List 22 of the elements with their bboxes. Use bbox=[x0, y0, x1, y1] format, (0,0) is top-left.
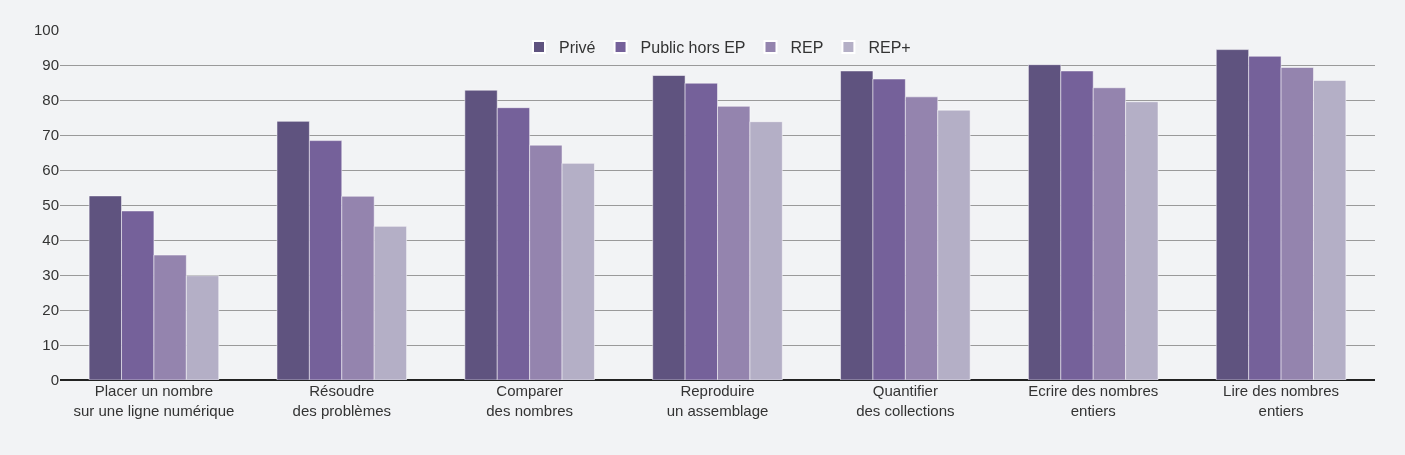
y-tick-label: 80 bbox=[42, 91, 59, 109]
x-tick-label: Résoudre des problèmes bbox=[292, 382, 391, 419]
y-tick-label: 0 bbox=[50, 371, 59, 389]
legend-label: REP+ bbox=[868, 39, 911, 57]
x-tick-label: Placer un nombre sur une ligne numérique bbox=[73, 382, 235, 419]
y-tick-label: 90 bbox=[42, 56, 59, 74]
x-tick-label: Reproduire un assemblage bbox=[666, 382, 769, 419]
x-tick-label: Lire des nombres entiers bbox=[1223, 382, 1340, 419]
y-tick-label: 50 bbox=[42, 196, 59, 214]
y-tick-label: 40 bbox=[42, 231, 59, 249]
x-tick-label: Comparer des nombres bbox=[486, 382, 573, 419]
y-tick-label: 30 bbox=[42, 266, 59, 284]
y-tick-label: 10 bbox=[42, 336, 59, 354]
x-tick-label: Ecrire des nombres entiers bbox=[1028, 382, 1159, 419]
y-tick-label: 20 bbox=[42, 301, 59, 319]
x-tick-label: Quantifier des collections bbox=[856, 382, 955, 419]
legend-label: Privé bbox=[559, 39, 596, 57]
legend-label: Public hors EP bbox=[640, 39, 746, 57]
legend-label: REP bbox=[790, 39, 824, 57]
y-tick-label: 60 bbox=[42, 161, 59, 179]
y-tick-label: 70 bbox=[42, 126, 59, 144]
y-tick-label: 100 bbox=[33, 21, 59, 39]
